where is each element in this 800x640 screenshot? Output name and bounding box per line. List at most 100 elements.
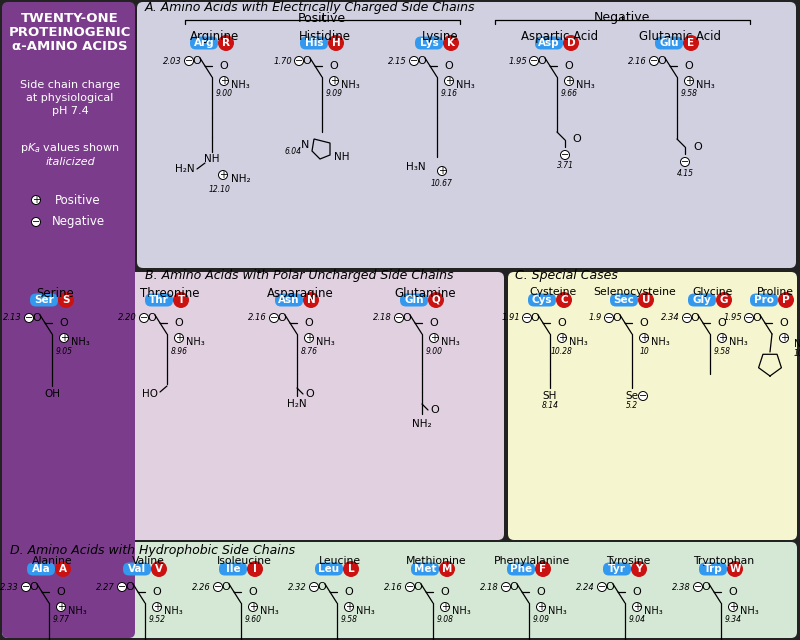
- Text: 2.18: 2.18: [480, 582, 499, 591]
- Text: 6.04: 6.04: [285, 147, 302, 156]
- Text: +: +: [220, 76, 228, 86]
- FancyBboxPatch shape: [508, 272, 797, 540]
- Text: Ile: Ile: [226, 564, 240, 573]
- Text: Lysine: Lysine: [422, 30, 458, 43]
- FancyBboxPatch shape: [610, 294, 638, 307]
- FancyBboxPatch shape: [219, 563, 247, 575]
- Text: O: O: [302, 56, 311, 66]
- Text: +: +: [558, 333, 566, 343]
- Circle shape: [270, 314, 278, 323]
- Circle shape: [151, 561, 167, 577]
- Circle shape: [428, 292, 444, 308]
- Text: Positive: Positive: [55, 193, 101, 207]
- Text: O: O: [219, 61, 228, 71]
- Text: 9.05: 9.05: [55, 346, 73, 355]
- Circle shape: [410, 56, 418, 65]
- Circle shape: [558, 333, 566, 342]
- Text: N: N: [306, 294, 315, 305]
- Text: −: −: [523, 313, 531, 323]
- Circle shape: [563, 35, 579, 51]
- Text: 1.9: 1.9: [589, 314, 602, 323]
- FancyBboxPatch shape: [688, 294, 716, 307]
- Circle shape: [631, 561, 647, 577]
- Text: O: O: [402, 313, 411, 323]
- Text: +: +: [345, 602, 353, 612]
- Text: +: +: [718, 333, 726, 343]
- Circle shape: [638, 292, 654, 308]
- Text: Side chain charge: Side chain charge: [20, 80, 120, 90]
- Text: E: E: [687, 38, 694, 48]
- Text: 9.04: 9.04: [629, 616, 646, 625]
- Text: Pro: Pro: [754, 294, 774, 305]
- FancyBboxPatch shape: [400, 294, 428, 307]
- Text: H₂N: H₂N: [287, 399, 307, 409]
- Text: Tyrosine: Tyrosine: [606, 556, 650, 566]
- Text: Phe: Phe: [510, 564, 532, 573]
- Text: +: +: [633, 602, 641, 612]
- Text: TWENTY-ONE: TWENTY-ONE: [21, 12, 119, 24]
- Text: 1.91: 1.91: [502, 314, 520, 323]
- Text: T: T: [178, 294, 185, 305]
- Text: 2.03: 2.03: [163, 56, 182, 65]
- Circle shape: [214, 582, 222, 591]
- Circle shape: [305, 333, 314, 342]
- Text: α-AMINO ACIDS: α-AMINO ACIDS: [12, 40, 128, 52]
- Text: A. Amino Acids with Electrically Charged Side Chains: A. Amino Acids with Electrically Charged…: [145, 1, 475, 13]
- Text: Tyr: Tyr: [608, 564, 626, 573]
- Text: H₃N: H₃N: [406, 162, 426, 172]
- Text: +: +: [685, 76, 693, 86]
- Text: +: +: [537, 602, 545, 612]
- Text: D. Amino Acids with Hydrophobic Side Chains: D. Amino Acids with Hydrophobic Side Cha…: [10, 544, 295, 557]
- Circle shape: [438, 166, 446, 175]
- Text: NH₃: NH₃: [231, 80, 250, 90]
- Text: Valine: Valine: [131, 556, 165, 566]
- Circle shape: [650, 56, 658, 65]
- Circle shape: [681, 157, 690, 166]
- Circle shape: [249, 602, 258, 611]
- FancyBboxPatch shape: [190, 36, 218, 49]
- Text: −: −: [694, 582, 702, 592]
- FancyBboxPatch shape: [2, 542, 797, 638]
- Circle shape: [537, 602, 546, 611]
- Text: C: C: [560, 294, 568, 305]
- Text: Aspartic Acid: Aspartic Acid: [522, 30, 598, 43]
- Circle shape: [685, 77, 694, 86]
- Text: Thr: Thr: [149, 294, 169, 305]
- Text: NH₂: NH₂: [794, 339, 800, 349]
- FancyBboxPatch shape: [300, 36, 328, 49]
- Text: O: O: [684, 61, 693, 71]
- Text: −: −: [410, 56, 418, 66]
- Circle shape: [718, 333, 726, 342]
- Circle shape: [745, 314, 754, 323]
- Text: O: O: [59, 318, 68, 328]
- Circle shape: [328, 35, 344, 51]
- Text: −: −: [214, 582, 222, 592]
- Text: O: O: [304, 318, 313, 328]
- Text: W: W: [730, 564, 741, 573]
- Circle shape: [779, 333, 789, 342]
- Text: F: F: [539, 564, 546, 573]
- Text: 9.77: 9.77: [53, 616, 70, 625]
- Text: O: O: [248, 587, 257, 597]
- Circle shape: [303, 292, 319, 308]
- Text: Leu: Leu: [318, 564, 339, 573]
- Text: +: +: [32, 195, 40, 205]
- Text: NH₃: NH₃: [316, 337, 334, 347]
- Text: Glutamic Acid: Glutamic Acid: [639, 30, 721, 43]
- Circle shape: [729, 602, 738, 611]
- Text: O: O: [557, 318, 566, 328]
- Text: O: O: [33, 313, 42, 323]
- Text: NH₃: NH₃: [729, 337, 748, 347]
- Text: 9.00: 9.00: [215, 90, 233, 99]
- Text: 9.52: 9.52: [149, 616, 166, 625]
- Text: His: His: [305, 38, 323, 48]
- Text: NH₃: NH₃: [456, 80, 474, 90]
- Circle shape: [556, 292, 572, 308]
- Text: PROTEINOGENIC: PROTEINOGENIC: [9, 26, 131, 38]
- Text: G: G: [720, 294, 728, 305]
- Text: NH₃: NH₃: [356, 606, 374, 616]
- Text: 10.67: 10.67: [431, 179, 453, 188]
- Text: +: +: [565, 76, 573, 86]
- Text: 8.76: 8.76: [301, 346, 318, 355]
- FancyBboxPatch shape: [535, 36, 563, 49]
